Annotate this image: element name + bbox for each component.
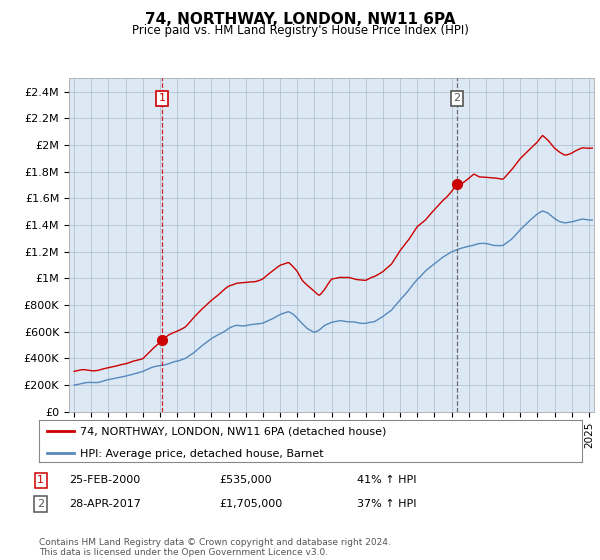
Text: Price paid vs. HM Land Registry's House Price Index (HPI): Price paid vs. HM Land Registry's House … [131,24,469,36]
Text: 28-APR-2017: 28-APR-2017 [69,499,141,509]
Text: 74, NORTHWAY, LONDON, NW11 6PA: 74, NORTHWAY, LONDON, NW11 6PA [145,12,455,27]
Text: 1: 1 [158,94,166,104]
Text: 2: 2 [454,94,461,104]
Text: 41% ↑ HPI: 41% ↑ HPI [357,475,416,486]
Text: 37% ↑ HPI: 37% ↑ HPI [357,499,416,509]
Text: 2: 2 [37,499,44,509]
Text: £1,705,000: £1,705,000 [219,499,282,509]
Text: Contains HM Land Registry data © Crown copyright and database right 2024.
This d: Contains HM Land Registry data © Crown c… [39,538,391,557]
Text: HPI: Average price, detached house, Barnet: HPI: Average price, detached house, Barn… [80,449,323,459]
Text: 25-FEB-2000: 25-FEB-2000 [69,475,140,486]
Text: 74, NORTHWAY, LONDON, NW11 6PA (detached house): 74, NORTHWAY, LONDON, NW11 6PA (detached… [80,426,386,436]
Text: £535,000: £535,000 [219,475,272,486]
Text: 1: 1 [37,475,44,486]
